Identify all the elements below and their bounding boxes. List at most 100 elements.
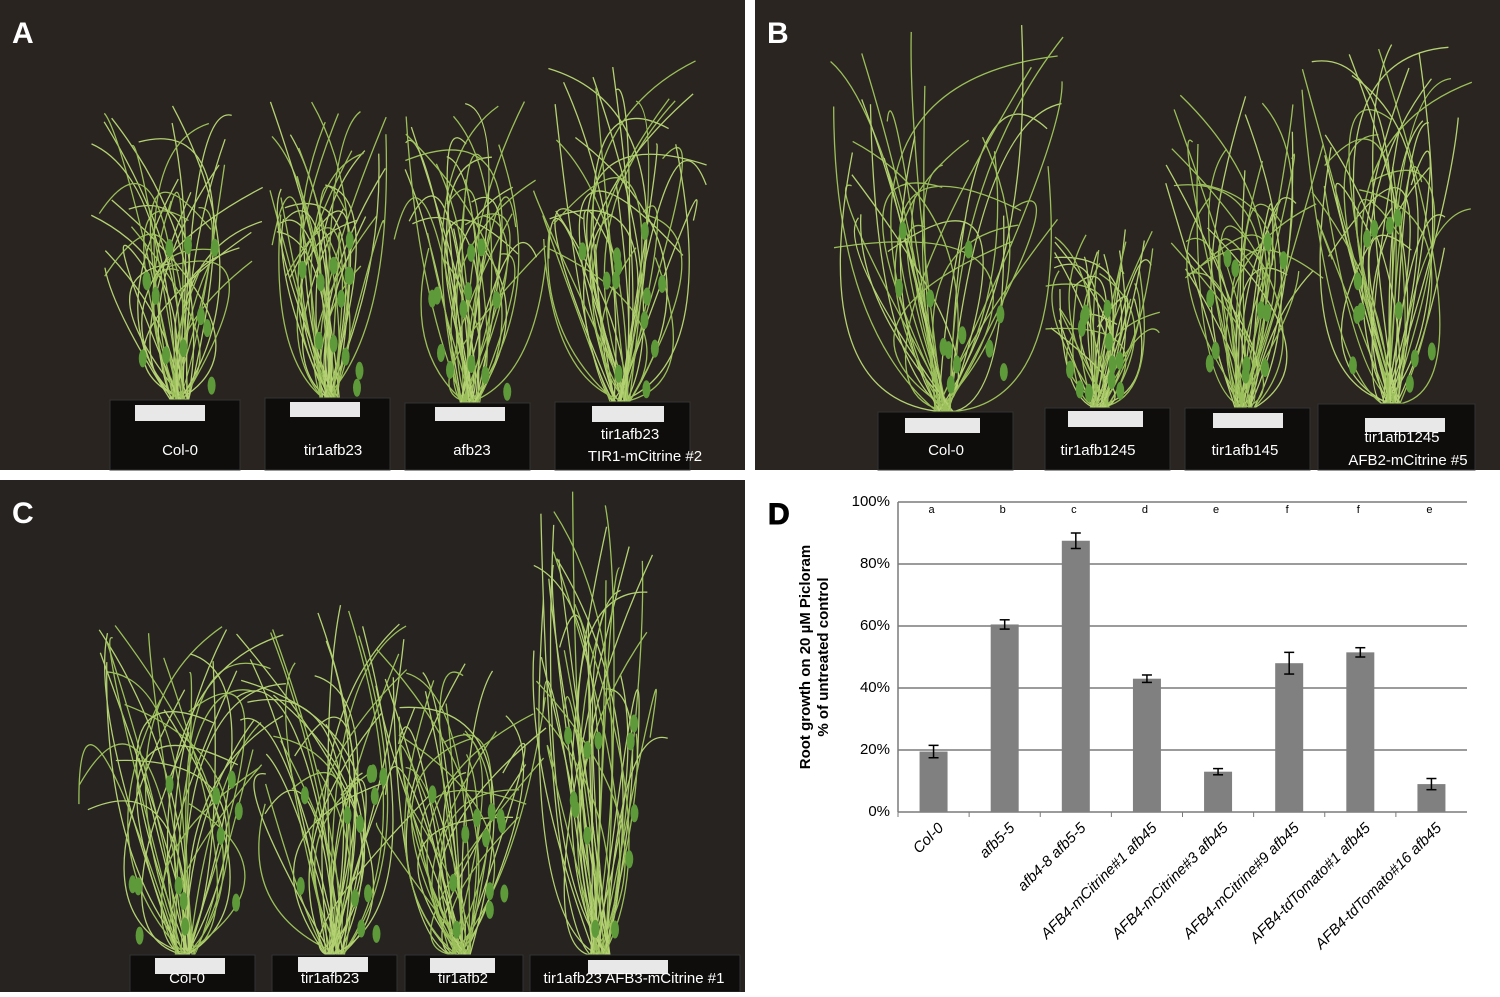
leaf [583, 741, 592, 760]
stem [574, 603, 630, 956]
stem [932, 224, 1019, 413]
stem [104, 250, 179, 401]
stem [161, 767, 260, 956]
stem [618, 143, 658, 403]
stem [325, 134, 388, 399]
leaf [203, 319, 212, 338]
leaf [329, 256, 338, 275]
leaf [583, 826, 592, 845]
stem [276, 188, 335, 399]
panel-label: A [12, 17, 34, 50]
stem [174, 247, 240, 401]
leaf [472, 808, 481, 827]
stem [538, 599, 599, 956]
stem [1388, 120, 1424, 405]
stem [590, 60, 696, 403]
leaf [352, 378, 361, 397]
stem [114, 625, 224, 956]
bar [1132, 678, 1161, 812]
stem [1186, 197, 1247, 409]
x-tick-label: AFB4-tdTomato#1 afb45 [1246, 819, 1374, 947]
x-tick-label: AFB4-mCitrine#1 afb45 [1037, 819, 1161, 943]
leaf [212, 786, 221, 805]
x-tick-label: AFB4-mCitrine#9 afb45 [1179, 819, 1303, 943]
stem [109, 637, 184, 956]
leaf [1115, 351, 1124, 370]
leaf [179, 339, 188, 358]
stem [399, 706, 495, 956]
x-tick-label: afb5-5 [976, 819, 1019, 862]
leaf [612, 271, 621, 290]
leaf [630, 804, 639, 823]
stem [258, 803, 341, 956]
leaf [1108, 355, 1117, 374]
stem [1370, 169, 1436, 405]
stem [182, 114, 232, 401]
stem [1242, 203, 1282, 409]
stem [187, 653, 233, 956]
stem [168, 191, 184, 401]
leaf [1066, 360, 1075, 379]
stem [273, 735, 351, 956]
caption: Col-0 [928, 442, 964, 459]
leaf [1231, 259, 1240, 278]
stem [1301, 89, 1383, 405]
stem [1210, 96, 1247, 409]
stem [308, 712, 383, 956]
leaf [1107, 371, 1116, 390]
bar [1061, 540, 1090, 812]
y-axis-label: Root growth on 20 µM Picloram [797, 545, 814, 770]
leaf [1394, 301, 1403, 320]
stem [173, 629, 228, 956]
x-tick-label: Col-0 [910, 819, 948, 857]
stem [943, 200, 1038, 413]
stem [578, 190, 684, 403]
stem [1316, 219, 1391, 405]
stem [78, 744, 181, 956]
stem [463, 715, 525, 956]
stem [1240, 203, 1274, 409]
leaf [1357, 302, 1366, 321]
significance-letter: c [1071, 504, 1077, 516]
stem [185, 662, 271, 956]
stem [253, 773, 333, 956]
stem [905, 66, 1032, 413]
leaf [234, 802, 243, 821]
error-bar [1284, 651, 1295, 675]
panel-label: D [768, 498, 790, 531]
stem [549, 209, 639, 403]
leaf [467, 243, 476, 262]
stem [1311, 60, 1394, 405]
stem [406, 672, 470, 956]
stem [532, 190, 631, 403]
leaf [128, 875, 137, 894]
leaf [578, 242, 587, 261]
leaf [437, 343, 446, 362]
leaf [355, 814, 364, 833]
caption: tir1afb2 [438, 970, 488, 987]
stem [1054, 236, 1097, 409]
leaf [1079, 308, 1088, 327]
leaf [1075, 380, 1084, 399]
leaf [138, 349, 147, 368]
stem [103, 633, 180, 956]
stem [461, 213, 511, 404]
pot-labels [135, 402, 1445, 974]
stem [327, 605, 342, 956]
stem [540, 513, 592, 956]
y-tick-label: 20% [860, 741, 890, 758]
significance-letter: f [1286, 504, 1290, 516]
stem [1072, 275, 1108, 409]
error-bar [1426, 777, 1437, 791]
stem [1248, 131, 1294, 409]
stem [1245, 144, 1324, 409]
stem [446, 137, 471, 404]
stem [860, 214, 955, 413]
caption: tir1afb1245 [1364, 429, 1439, 446]
x-tick-label: AFB4-tdTomato#16 afb45 [1311, 819, 1445, 953]
stem [405, 139, 474, 404]
stem [443, 734, 493, 956]
stem [188, 722, 262, 956]
leaf [650, 339, 659, 358]
stem [1185, 237, 1244, 409]
